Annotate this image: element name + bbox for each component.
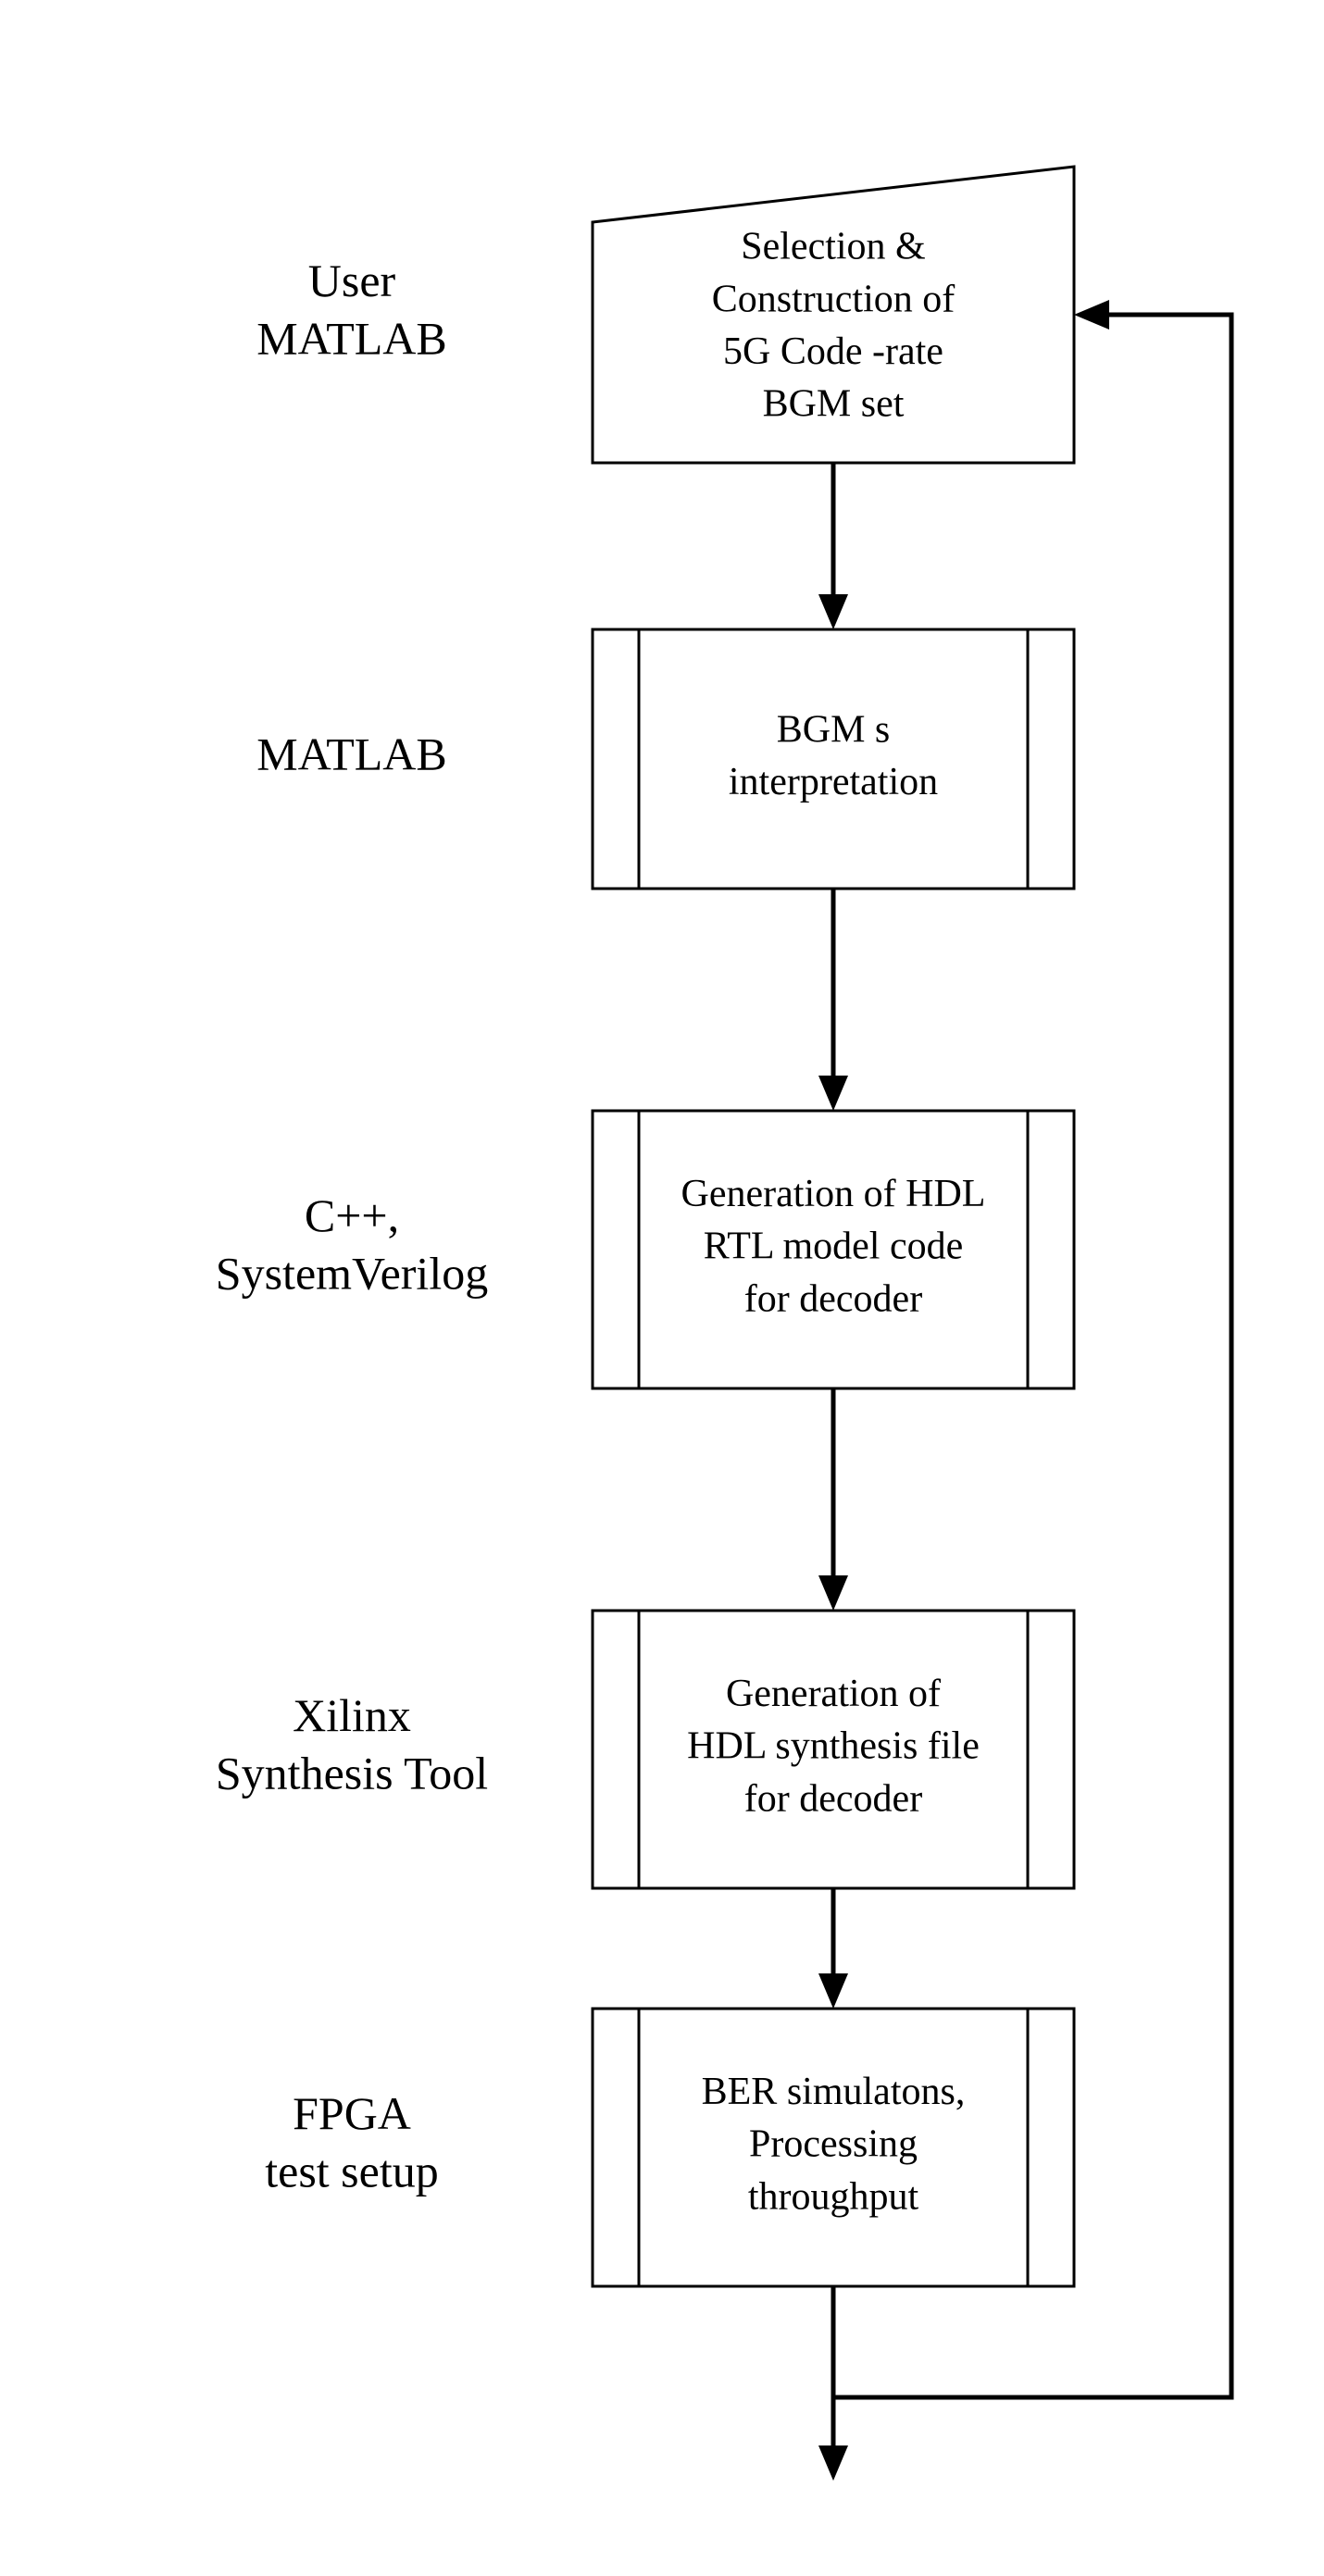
node-n2: BGM s interpretation MATLAB <box>256 629 1074 889</box>
flowchart-svg: Selection & Construction of 5G Code -rate B… <box>0 0 1324 2576</box>
label-n2-line-0: MATLAB <box>256 728 447 779</box>
label-n3-line-0: C++, <box>305 1189 399 1241</box>
node-n3-text-line-0: Generation of HDL <box>681 1173 986 1215</box>
arrowhead <box>818 1575 848 1611</box>
node-n5-text-line-0: BER simulatons, <box>702 2071 966 2113</box>
label-n1-line-0: User <box>308 255 396 306</box>
arrowhead <box>818 2445 848 2481</box>
label-n3-line-1: SystemVerilog <box>216 1248 488 1300</box>
node-n3-text-line-1: RTL model code <box>704 1226 964 1268</box>
label-n4-line-0: Xilinx <box>293 1689 411 1741</box>
node-n2-text-line-1: interpretation <box>729 761 938 803</box>
node-n4-text-line-2: for decoder <box>744 1777 922 1820</box>
label-n5-line-0: FPGA <box>293 2087 411 2139</box>
flowchart-root: Selection & Construction of 5G Code -rate B… <box>0 0 1324 2576</box>
node-n4-text-line-0: Generation of <box>726 1673 941 1715</box>
label-n4-line-1: Synthesis Tool <box>216 1748 488 1799</box>
predefined-rect <box>593 629 1074 889</box>
node-n1-text-line-0: Selection & <box>741 226 925 268</box>
node-n3-text-line-2: for decoder <box>744 1277 922 1320</box>
node-n1-text-line-1: Construction of <box>712 278 955 320</box>
node-n5-text-line-1: Processing <box>749 2123 918 2166</box>
node-n3: Generation of HDL RTL model code for decod… <box>216 1111 1074 1388</box>
node-n2-text-line-0: BGM s <box>777 708 891 751</box>
node-n1: Selection & Construction of 5G Code -rate B… <box>256 167 1074 463</box>
label-n5-line-1: test setup <box>265 2146 438 2197</box>
node-n1-text-line-3: BGM set <box>763 383 905 426</box>
arrowhead <box>818 594 848 629</box>
arrowhead <box>1074 300 1109 330</box>
arrowhead <box>818 1973 848 2009</box>
node-n5: BER simulatons, Processing throughput FPGA t… <box>265 2009 1074 2286</box>
node-n4: Generation of HDL synthesis file for decod… <box>216 1611 1074 1888</box>
node-n5-text-line-2: throughput <box>748 2175 919 2218</box>
node-n4-text-line-1: HDL synthesis file <box>687 1725 980 1768</box>
arrowhead <box>818 1076 848 1111</box>
label-n1-line-1: MATLAB <box>256 313 447 365</box>
node-n1-text-line-2: 5G Code -rate <box>723 330 943 373</box>
